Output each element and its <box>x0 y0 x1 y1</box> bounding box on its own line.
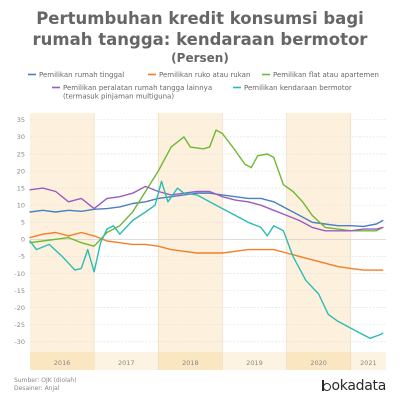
year-strip-2020 <box>286 352 351 370</box>
brand-name: okadata <box>331 378 387 394</box>
y-tick-label-20: 20 <box>17 167 25 175</box>
year-band-2019 <box>222 113 287 352</box>
y-tick-label--5: -5 <box>19 253 25 261</box>
axis-labels: 2016 2017 2018 2019 2020 2021 -30 -25 -20 -15 -10 -… <box>14 116 376 367</box>
x-tick-label-2020: 2020 <box>310 359 327 367</box>
series-line-4 <box>29 185 384 232</box>
x-tick-label-2018: 2018 <box>182 359 199 367</box>
y-tick-label-30: 30 <box>17 133 25 141</box>
chart-title: Pertumbuhan kredit konsumsi bagi rumah t… <box>0 8 400 50</box>
legend-label-4-line-1: Pemilikan peralatan rumah tangga lainnya <box>63 84 212 92</box>
legend-label-5: Pemilikan kendaraan bermotor <box>244 84 352 92</box>
year-strip-2018 <box>158 352 223 370</box>
year-band-2017 <box>94 113 159 352</box>
legend-label-4-line-2: (termasuk pinjaman multiguna) <box>63 93 174 101</box>
y-tick-label-5: 5 <box>21 219 25 227</box>
chart-title-line-2: rumah tangga: kendaraan bermotor <box>32 30 368 49</box>
y-tick-label--25: -25 <box>14 321 25 329</box>
x-tick-label-2017: 2017 <box>118 359 135 367</box>
chart-title-line-1: Pertumbuhan kredit konsumsi bagi <box>36 9 364 28</box>
y-tick-label-0: 0 <box>21 236 25 244</box>
y-tick-label--10: -10 <box>14 270 25 278</box>
y-tick-label-10: 10 <box>17 201 25 209</box>
lokadata-mark-icon <box>321 380 331 391</box>
y-tick-label--30: -30 <box>14 338 25 346</box>
x-tick-label-2016: 2016 <box>54 359 71 367</box>
year-band-2020 <box>286 113 351 352</box>
year-band-2021 <box>350 113 386 352</box>
year-strip-2021 <box>350 352 386 370</box>
source-text: Sumber: OJK (diolah) <box>14 377 77 384</box>
y-tick-label--20: -20 <box>14 304 25 312</box>
designer-text: Desainer: Anjal <box>14 385 60 392</box>
series-line-3 <box>29 129 384 247</box>
legend: Pemilikan rumah tinggal Pemilikan ruko at… <box>28 71 379 101</box>
year-strip-2016 <box>30 352 95 370</box>
grid-lines <box>30 113 386 370</box>
y-tick-label-25: 25 <box>17 150 25 158</box>
year-strip-2019 <box>222 352 287 370</box>
y-tick-label--15: -15 <box>14 287 25 295</box>
x-tick-label-2019: 2019 <box>246 359 263 367</box>
series-lines <box>29 129 384 339</box>
chart-subtitle: (Persen) <box>171 51 229 65</box>
y-tick-label-35: 35 <box>17 116 25 124</box>
source-note: Sumber: OJK (diolah) Desainer: Anjal <box>14 377 77 393</box>
series-line-2 <box>29 231 384 271</box>
year-bands <box>30 113 386 370</box>
brand-logo: okadata <box>321 378 387 394</box>
year-band-2018 <box>158 113 223 352</box>
y-tick-label-15: 15 <box>17 184 25 192</box>
year-strip-2017 <box>94 352 159 370</box>
legend-label-1: Pemilikan rumah tinggal <box>39 71 124 79</box>
legend-label-3: Pemilikan flat atau apartemen <box>273 71 379 79</box>
year-band-2016 <box>30 113 95 352</box>
series-line-1 <box>29 192 384 228</box>
x-tick-label-2021: 2021 <box>360 359 377 367</box>
legend-label-2: Pemilikan ruko atau rukan <box>159 71 250 79</box>
series-line-5 <box>29 180 384 339</box>
